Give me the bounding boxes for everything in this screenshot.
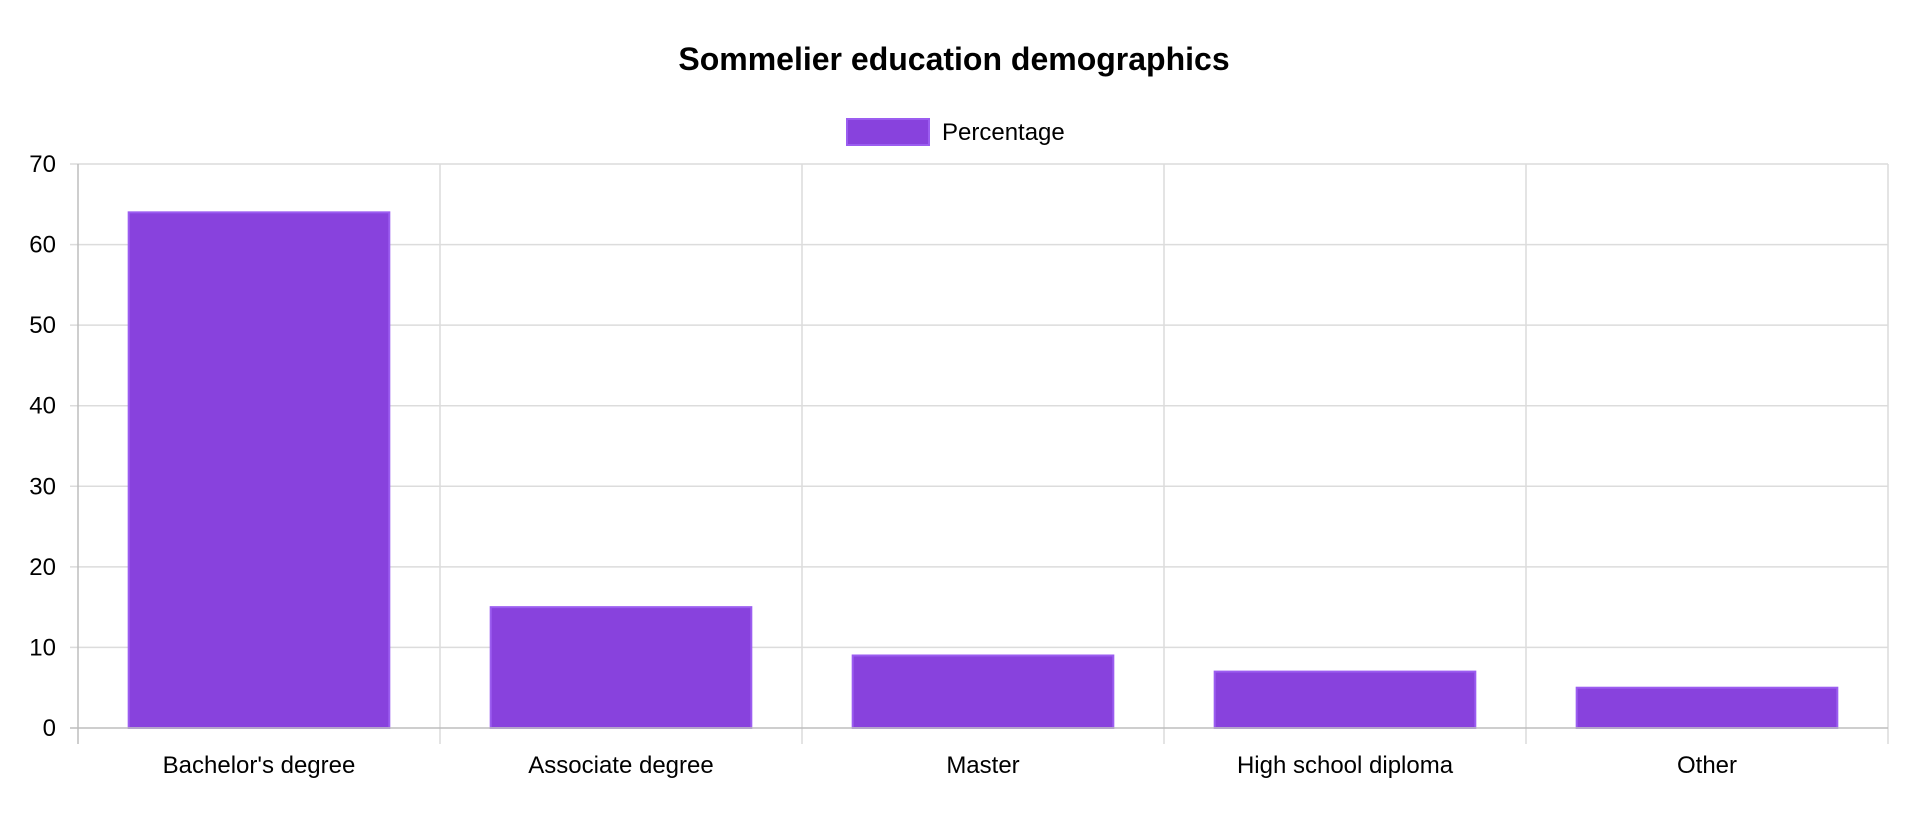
legend[interactable]: Percentage	[846, 118, 1065, 146]
x-tick-label: Other	[1677, 752, 1737, 779]
y-tick-label: 60	[29, 232, 56, 259]
bar-bachelor-s-degree[interactable]	[127, 211, 391, 730]
legend-swatch-percentage	[846, 118, 930, 146]
x-axis-ticks: Bachelor's degree Associate degree Master H…	[163, 752, 1737, 779]
x-tick-label: Bachelor's degree	[163, 752, 356, 779]
y-tick-label: 50	[29, 312, 56, 339]
y-tick-label: 30	[29, 473, 56, 500]
y-tick-label: 20	[29, 554, 56, 581]
y-axis-ticks: 0 10 20 30 40 50 60 70	[29, 151, 56, 742]
chart-title: Sommelier education demographics	[678, 41, 1229, 77]
y-tick-label: 40	[29, 393, 56, 420]
bar-high-school-diploma[interactable]	[1213, 670, 1477, 729]
bar-other[interactable]	[1575, 686, 1839, 730]
bar-master[interactable]	[851, 654, 1115, 729]
legend-label-percentage: Percentage	[942, 119, 1065, 146]
bar-associate-degree[interactable]	[489, 606, 753, 730]
y-tick-label: 0	[43, 715, 56, 742]
x-tick-label: High school diploma	[1237, 752, 1454, 779]
bars	[127, 211, 1839, 730]
y-tick-label: 70	[29, 151, 56, 178]
x-tick-label: Master	[946, 752, 1019, 779]
x-tick-label: Associate degree	[528, 752, 713, 779]
y-tick-label: 10	[29, 634, 56, 661]
